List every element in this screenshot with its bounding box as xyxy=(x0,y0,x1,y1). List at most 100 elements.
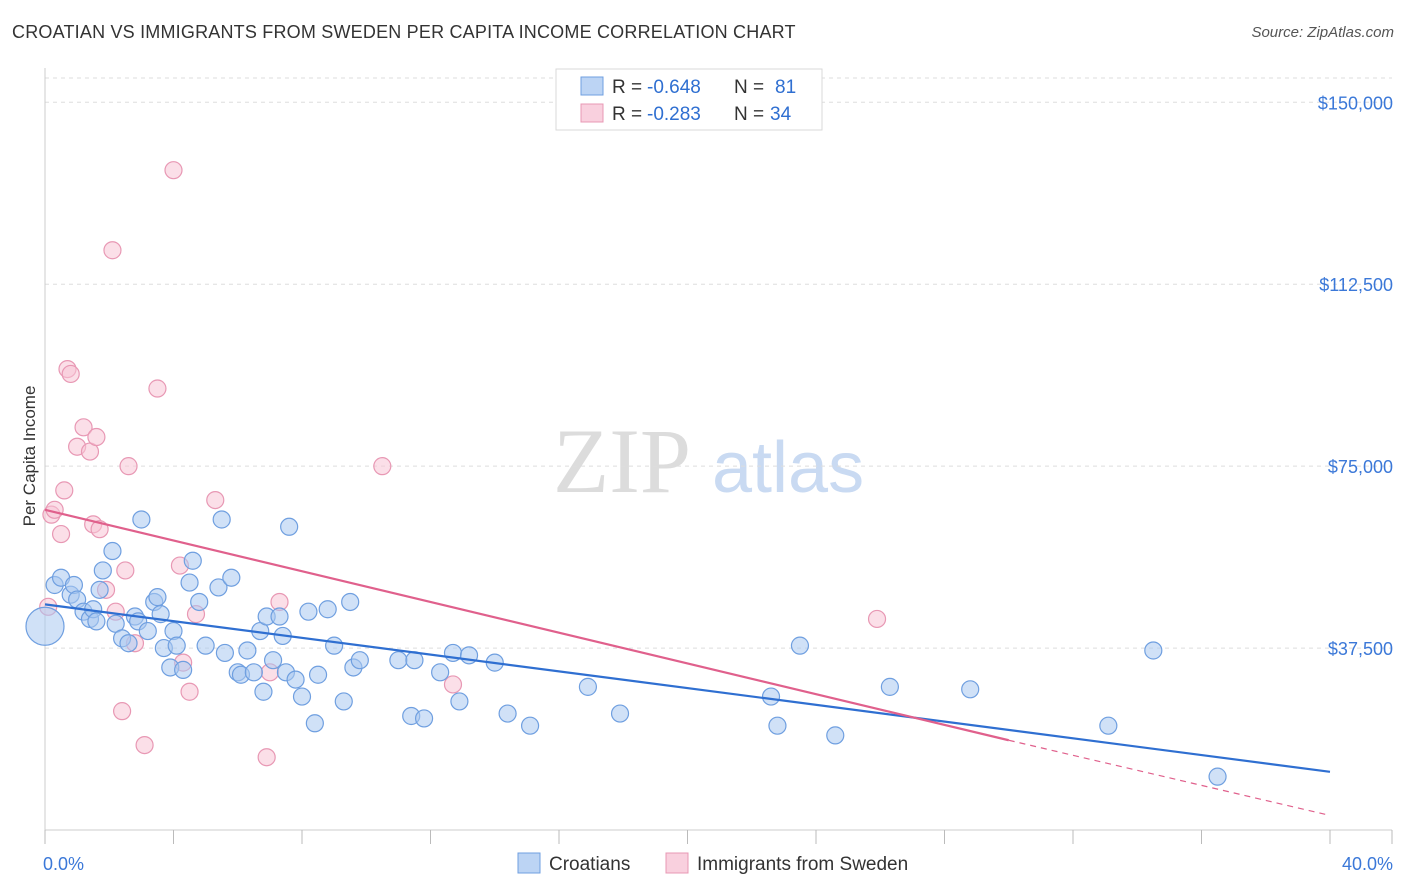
point-croatians xyxy=(138,621,157,641)
point-sweden xyxy=(112,702,132,721)
point-croatians xyxy=(254,682,273,701)
point-sweden xyxy=(443,675,463,694)
point-croatians xyxy=(90,580,109,599)
point-croatians xyxy=(414,709,434,728)
point-croatians xyxy=(450,692,469,711)
point-croatians xyxy=(190,592,209,612)
correlation-legend: R = -0.648 N = 81 R = -0.283 N = 34 xyxy=(555,68,823,131)
point-croatians xyxy=(196,636,215,655)
point-croatians xyxy=(341,592,360,612)
point-sweden xyxy=(180,682,199,701)
point-croatians xyxy=(238,641,257,660)
point-croatians xyxy=(103,541,122,561)
point-croatians xyxy=(222,568,241,587)
point-croatians xyxy=(180,573,199,592)
point-croatians xyxy=(961,680,980,699)
point-croatians xyxy=(498,704,517,723)
watermark-zip: ZIP xyxy=(553,410,691,512)
point-croatians xyxy=(1144,641,1163,660)
point-sweden xyxy=(867,609,887,629)
point-croatians xyxy=(308,665,328,684)
point-croatians xyxy=(244,663,263,682)
point-sweden xyxy=(103,241,122,260)
legend-n-value-2: 34 xyxy=(770,104,792,125)
point-croatians xyxy=(389,651,408,670)
point-sweden xyxy=(135,735,154,755)
source-credit: Source: ZipAtlas.com xyxy=(1251,24,1394,41)
point-croatians xyxy=(318,600,337,619)
gridlines xyxy=(45,77,1392,649)
point-croatians xyxy=(93,561,112,580)
series-legend-swatch-sweden xyxy=(665,852,689,874)
watermark-atlas: atlas xyxy=(712,428,864,508)
x-tick-label-max: 40.0% xyxy=(1342,854,1393,874)
legend-n-label-1: N = xyxy=(734,77,764,98)
y-tick-label: $75,000 xyxy=(1328,457,1393,477)
y-tick-label: $37,500 xyxy=(1328,639,1393,659)
trend-lines xyxy=(44,508,1331,817)
point-sweden xyxy=(148,379,167,398)
point-croatians xyxy=(132,510,151,529)
point-croatians xyxy=(299,602,318,621)
y-axis-title: Per Capita Income xyxy=(20,386,39,527)
point-croatians xyxy=(183,551,202,570)
y-tick-labels: $37,500 $75,000 $112,500 $150,000 xyxy=(1318,93,1393,659)
series-legend-sweden: Immigrants from Sweden xyxy=(697,854,908,875)
series-legend-swatch-croatians xyxy=(517,852,541,874)
legend-r-value-1: -0.648 xyxy=(647,77,701,98)
point-croatians xyxy=(119,634,138,653)
point-croatians xyxy=(761,687,781,706)
x-tick-label-min: 0.0% xyxy=(43,854,84,874)
point-croatians xyxy=(768,716,787,735)
point-croatians xyxy=(305,714,324,733)
point-croatians xyxy=(270,607,289,626)
legend-r-label-2: R = xyxy=(612,104,642,125)
point-croatians xyxy=(286,670,305,689)
point-sweden xyxy=(373,457,392,476)
point-croatians xyxy=(578,677,598,696)
point-croatians xyxy=(212,510,231,529)
point-croatians xyxy=(25,606,65,646)
legend-swatch-sweden xyxy=(580,103,604,123)
y-tick-label: $112,500 xyxy=(1319,275,1393,295)
point-sweden xyxy=(206,490,225,510)
point-croatians xyxy=(334,692,353,711)
point-sweden xyxy=(51,524,71,544)
point-croatians xyxy=(1099,716,1118,735)
series-legend-croatians: Croatians xyxy=(549,854,630,875)
chart-title: CROATIAN VS IMMIGRANTS FROM SWEDEN PER C… xyxy=(12,22,796,42)
point-croatians xyxy=(1208,767,1227,786)
legend-n-value-1: 81 xyxy=(775,77,796,98)
point-croatians xyxy=(325,636,344,655)
point-sweden xyxy=(119,457,138,476)
point-croatians xyxy=(292,687,312,706)
point-croatians xyxy=(148,588,167,607)
point-sweden xyxy=(257,748,276,767)
point-croatians xyxy=(880,677,899,696)
point-croatians xyxy=(790,636,810,655)
point-croatians xyxy=(209,578,228,597)
point-sweden xyxy=(74,418,93,437)
x-tick-labels: 0.0% 40.0% xyxy=(43,854,1393,874)
point-croatians xyxy=(174,660,193,679)
axes xyxy=(44,68,1393,844)
trendline-sweden xyxy=(44,508,1010,742)
point-sweden xyxy=(116,561,135,580)
y-tick-label: $150,000 xyxy=(1318,93,1393,113)
point-sweden xyxy=(55,481,74,500)
series-legend: Croatians Immigrants from Sweden xyxy=(517,852,908,875)
point-croatians xyxy=(215,643,234,663)
point-croatians xyxy=(826,726,845,745)
legend-swatch-croatians xyxy=(580,76,604,96)
legend-r-value-2: -0.283 xyxy=(647,104,701,125)
legend-r-label-1: R = xyxy=(612,77,642,98)
trendline-croatians xyxy=(44,603,1331,773)
point-sweden xyxy=(61,364,80,384)
point-croatians xyxy=(431,663,450,682)
point-croatians xyxy=(87,612,106,631)
point-croatians xyxy=(520,716,540,735)
point-sweden xyxy=(87,427,106,447)
point-croatians xyxy=(280,517,299,536)
series-immigrants-from-sweden xyxy=(39,161,887,767)
